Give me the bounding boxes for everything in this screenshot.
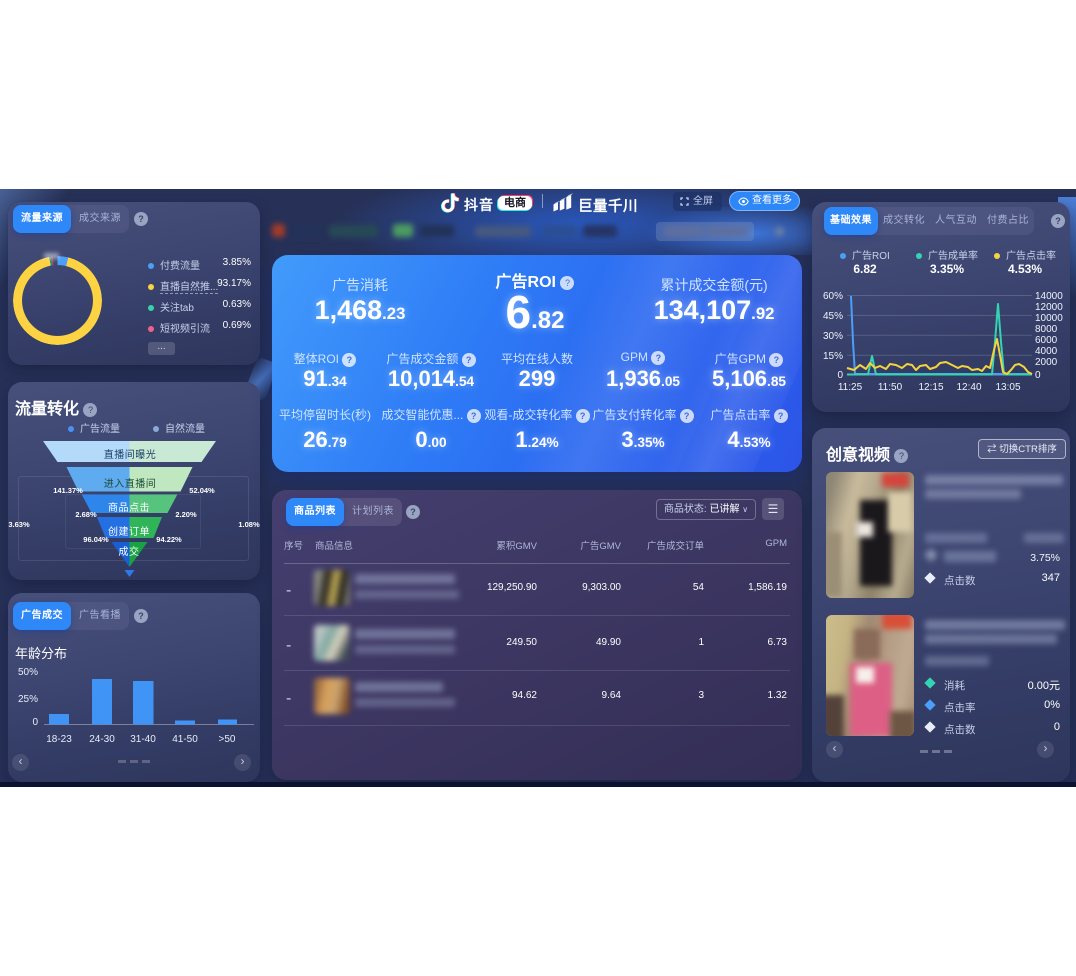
svg-text:>50: >50 <box>219 734 236 745</box>
svg-text:31-40: 31-40 <box>130 734 156 745</box>
svg-text:2000: 2000 <box>1035 357 1058 368</box>
svg-text:30%: 30% <box>823 331 843 342</box>
svg-text:25%: 25% <box>18 694 38 705</box>
svg-text:13:05: 13:05 <box>995 382 1020 393</box>
svg-text:8000: 8000 <box>1035 324 1058 335</box>
svg-text:10000: 10000 <box>1035 313 1063 324</box>
svg-text:12:40: 12:40 <box>956 382 981 393</box>
svg-text:24-30: 24-30 <box>89 734 115 745</box>
svg-text:11:25: 11:25 <box>838 382 863 393</box>
svg-text:50%: 50% <box>18 667 38 678</box>
svg-text:15%: 15% <box>823 351 843 362</box>
svg-text:12:15: 12:15 <box>918 382 943 393</box>
svg-text:45%: 45% <box>823 311 843 322</box>
svg-text:4000: 4000 <box>1035 346 1058 357</box>
svg-text:41-50: 41-50 <box>172 734 198 745</box>
svg-text:12000: 12000 <box>1035 302 1063 313</box>
svg-text:0: 0 <box>837 370 843 381</box>
svg-text:6000: 6000 <box>1035 335 1058 346</box>
svg-text:0: 0 <box>32 717 38 728</box>
svg-text:18-23: 18-23 <box>46 734 72 745</box>
svg-text:11:50: 11:50 <box>878 382 903 393</box>
svg-text:14000: 14000 <box>1035 291 1063 302</box>
svg-text:60%: 60% <box>823 291 843 302</box>
svg-text:0: 0 <box>1035 370 1041 381</box>
